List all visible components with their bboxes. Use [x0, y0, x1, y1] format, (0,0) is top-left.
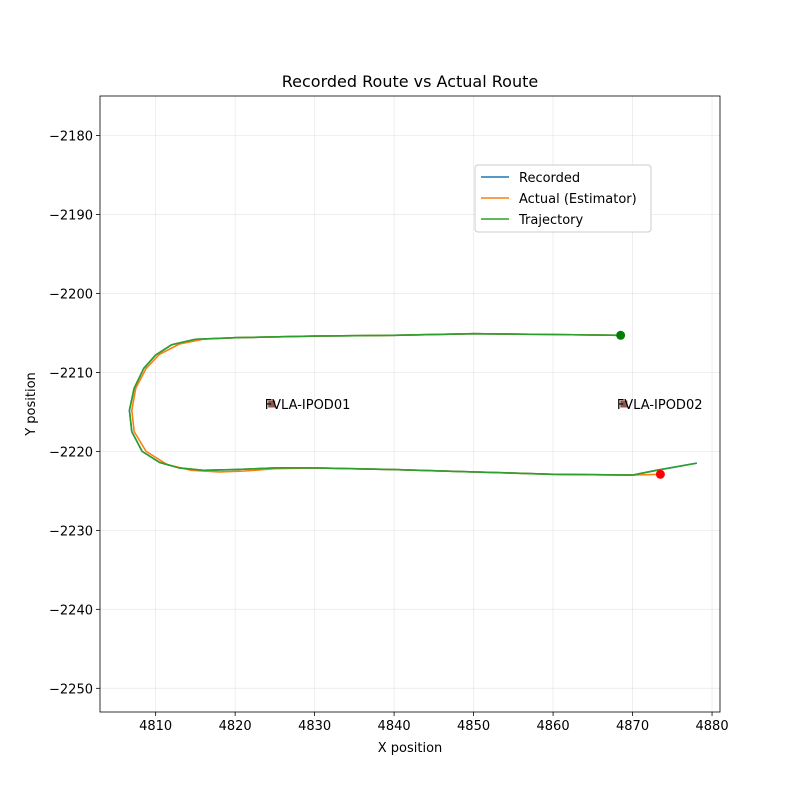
y-tick-label: −2180: [49, 129, 93, 144]
legend-label: Actual (Estimator): [519, 192, 637, 207]
series-lines: [128, 332, 697, 476]
x-axis-ticks: 4810 4820 4830 4840 4850 4860 4870 4880: [139, 712, 729, 734]
x-tick-label: 4820: [219, 719, 252, 734]
legend-label: Trajectory: [518, 213, 583, 228]
plot-frame: [99, 95, 721, 713]
y-tick-label: −2220: [49, 445, 93, 460]
y-tick-label: −2240: [49, 603, 93, 618]
x-tick-label: 4880: [696, 719, 729, 734]
legend-label: Recorded: [519, 171, 580, 186]
chart-title: Recorded Route vs Actual Route: [282, 72, 538, 91]
legend-box: [474, 164, 652, 233]
x-tick-label: 4810: [139, 719, 172, 734]
x-axis-title: X position: [378, 741, 443, 756]
y-axis-ticks: −2180 −2190 −2200 −2210 −2220 −2230 −2240 −2250: [49, 129, 100, 697]
endpoint-marker-1: [655, 469, 665, 479]
y-tick-label: −2200: [49, 287, 93, 302]
x-tick-label: 4830: [298, 719, 331, 734]
x-tick-label: 4870: [616, 719, 649, 734]
y-axis-title: Y position: [24, 372, 39, 437]
y-tick-label: −2230: [49, 524, 93, 539]
endpoint-markers: [616, 330, 665, 479]
annotation-label: FVLA-IPOD01: [265, 398, 351, 413]
annotation-marker: [620, 400, 628, 408]
x-tick-label: 4850: [457, 719, 490, 734]
annotation-marker: [268, 400, 276, 408]
annotations: FVLA-IPOD01 FVLA-IPOD02: [265, 398, 703, 413]
y-tick-label: −2190: [49, 208, 93, 223]
y-tick-label: −2250: [49, 682, 93, 697]
y-tick-label: −2210: [49, 366, 93, 381]
annotation-label: FVLA-IPOD02: [617, 398, 703, 413]
series-line-2: [128, 332, 697, 476]
series-line-0: [128, 332, 697, 476]
legend: Recorded Actual (Estimator) Trajectory: [474, 164, 652, 233]
x-tick-label: 4840: [378, 719, 411, 734]
series-line-1: [130, 332, 662, 476]
endpoint-marker-0: [616, 330, 626, 340]
x-tick-label: 4860: [537, 719, 570, 734]
